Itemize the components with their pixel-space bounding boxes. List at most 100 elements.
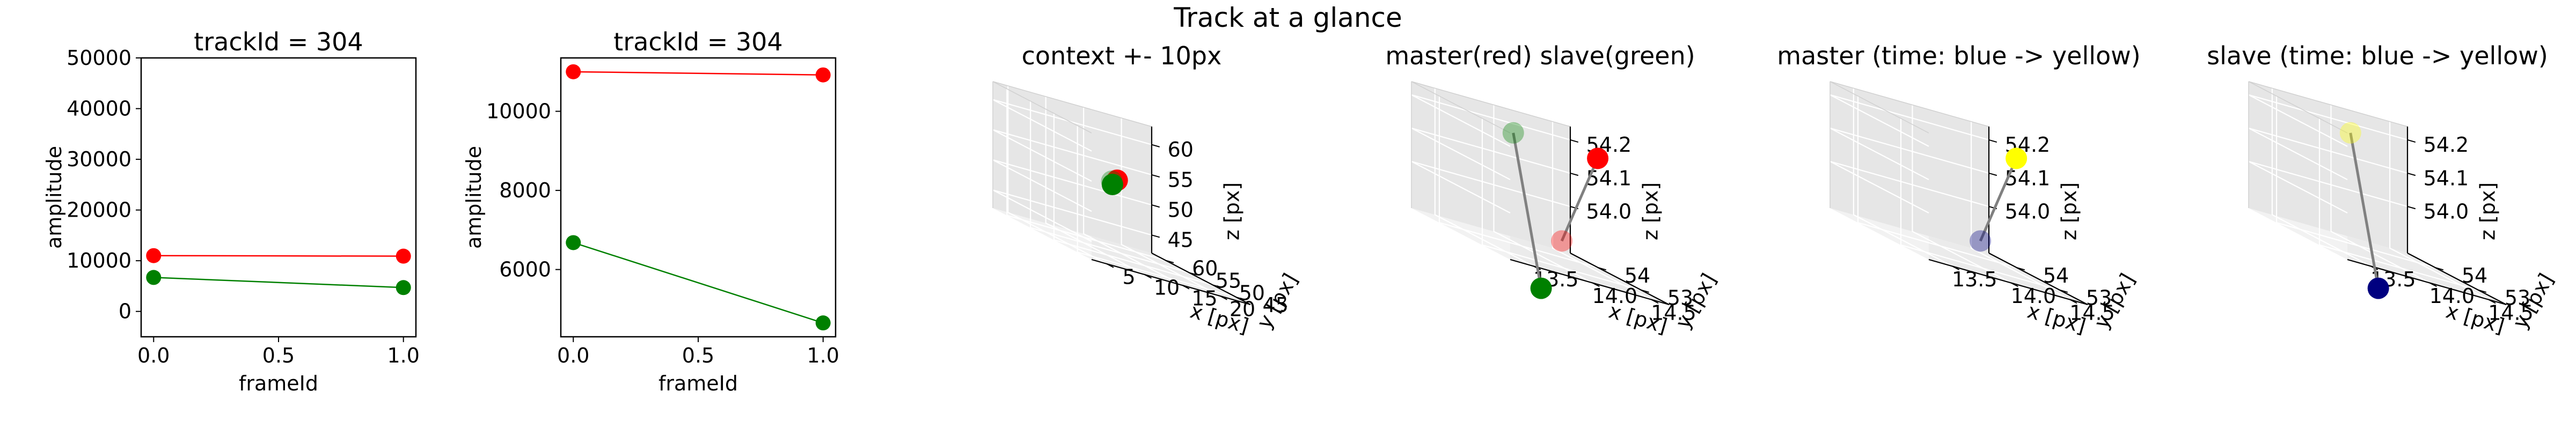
x-axis-line xyxy=(1928,258,2088,306)
grid-line xyxy=(1971,121,2070,300)
y-axis-label: amplitude xyxy=(42,146,66,249)
back-pane-right xyxy=(993,82,1152,253)
grid-line xyxy=(2389,121,2489,300)
track-segment xyxy=(1560,158,1599,242)
y-tick-label: 54 xyxy=(2043,264,2069,287)
data-point xyxy=(566,235,581,250)
y-axis-line xyxy=(1151,253,1251,305)
data-point xyxy=(396,248,411,264)
plot-frame xyxy=(560,57,837,338)
chart-title: master (time: blue -> yellow) xyxy=(1777,41,2140,70)
grid-line xyxy=(1045,97,1145,275)
x-tick xyxy=(2429,282,2437,287)
grid-line xyxy=(1006,88,1166,261)
z-tick xyxy=(2407,139,2416,143)
x-tick xyxy=(1952,265,1960,271)
x-tick-label: 1.0 xyxy=(807,344,839,367)
y-tick-label: 45 xyxy=(1263,293,1289,317)
x-tick-label: 0.5 xyxy=(682,344,714,367)
y-tick xyxy=(1189,272,1198,276)
chart-5: slave (time: blue -> yellow)13.514.014.5… xyxy=(2207,41,2558,338)
grid-line xyxy=(1552,121,1652,300)
x-tick-label: 14.5 xyxy=(1651,301,1696,324)
data-point xyxy=(1502,122,1524,144)
x-tick xyxy=(1182,285,1190,290)
grid-line xyxy=(1912,105,2011,284)
grid-line xyxy=(2318,118,2479,291)
y-tick xyxy=(2016,267,2025,271)
z-axis-label: z [px] xyxy=(2058,182,2081,240)
y-tick-label: 54 xyxy=(1624,264,1650,287)
z-tick xyxy=(1988,172,1997,176)
x-axis-line xyxy=(1091,258,1251,306)
data-point xyxy=(815,67,831,83)
x-axis-label: frameId xyxy=(239,372,318,395)
grid-line xyxy=(1853,88,1953,267)
data-point xyxy=(1101,174,1123,195)
y-tick xyxy=(1598,267,1607,271)
z-tick xyxy=(1570,139,1579,143)
grid-line xyxy=(1007,86,1107,264)
chart-1: trackId = 304 0.0 0.5 1.0 6000 8000 10000 frame… xyxy=(462,27,839,395)
y-tick xyxy=(1236,297,1245,300)
track-segment xyxy=(2349,132,2380,289)
y-tick-label: 54 xyxy=(2462,264,2487,287)
z-tick-label: 54.0 xyxy=(1586,199,1632,223)
y-tick-label: 53 xyxy=(1667,286,1693,310)
x-tick-label: 14.0 xyxy=(2011,284,2057,308)
data-point xyxy=(1551,230,1573,252)
track-segment xyxy=(1512,132,1543,289)
y-axis-label: amplitude xyxy=(462,146,486,249)
x-tick-label: 10 xyxy=(1154,276,1180,300)
y-tick-label: 6000 xyxy=(499,258,551,282)
z-tick-label: 54.0 xyxy=(2005,199,2051,223)
plot-frame xyxy=(140,57,417,338)
chart-title: trackId = 304 xyxy=(194,27,363,56)
grid-line xyxy=(1857,96,2017,269)
grid-line xyxy=(1434,88,1534,267)
data-point xyxy=(2339,122,2361,144)
z-axis-label: z [px] xyxy=(2476,182,2500,240)
grid-line xyxy=(1438,96,1599,269)
z-axis-label: z [px] xyxy=(1220,182,1244,240)
chart-title: master(red) slave(green) xyxy=(1385,41,1695,70)
y-axis-line xyxy=(1570,253,1670,305)
y-tick xyxy=(1166,260,1174,263)
y-tick-label: 50 xyxy=(1239,281,1265,305)
y-tick-label: 10000 xyxy=(67,249,131,272)
figure-title: Track at a glance xyxy=(1173,2,1402,33)
back-pane-right xyxy=(2249,82,2407,253)
data-point xyxy=(566,64,581,79)
x-tick xyxy=(2011,282,2018,287)
y-tick xyxy=(2059,289,2068,293)
z-tick-label: 45 xyxy=(1168,228,1194,252)
y-tick-label: 10000 xyxy=(486,100,551,123)
y-tick-label: 20000 xyxy=(67,198,131,222)
series-line-1 xyxy=(573,242,824,324)
x-tick-label: 0.5 xyxy=(262,344,295,367)
y-tick-label: 40000 xyxy=(67,97,131,121)
chart-0: trackId = 304 0.0 0.5 1.0 0 10000 20000 30000 40… xyxy=(42,27,420,395)
y-tick xyxy=(1212,284,1221,288)
z-tick xyxy=(2407,206,2416,210)
grid-line xyxy=(1481,118,1642,291)
y-tick xyxy=(2478,289,2487,293)
x-tick xyxy=(1651,299,1659,304)
z-tick xyxy=(1151,174,1160,178)
y-axis-line xyxy=(1988,253,2088,305)
chart-title: context +- 10px xyxy=(1022,41,1222,70)
z-tick xyxy=(1151,204,1160,208)
x-tick xyxy=(1592,282,1600,287)
x-tick-label: 1.0 xyxy=(387,344,420,367)
y-tick-label: 60 xyxy=(1192,257,1218,280)
x-tick-label: 14.0 xyxy=(1592,284,1638,308)
x-tick xyxy=(1220,295,1227,300)
x-tick xyxy=(2488,299,2496,304)
y-tick-label: 53 xyxy=(2086,286,2112,310)
chart-title: trackId = 304 xyxy=(613,27,782,56)
x-tick-label: 14.5 xyxy=(2069,301,2115,324)
track-segment xyxy=(1979,158,2018,242)
back-pane-right xyxy=(1830,82,1989,253)
y-tick-label: 0 xyxy=(119,300,131,323)
